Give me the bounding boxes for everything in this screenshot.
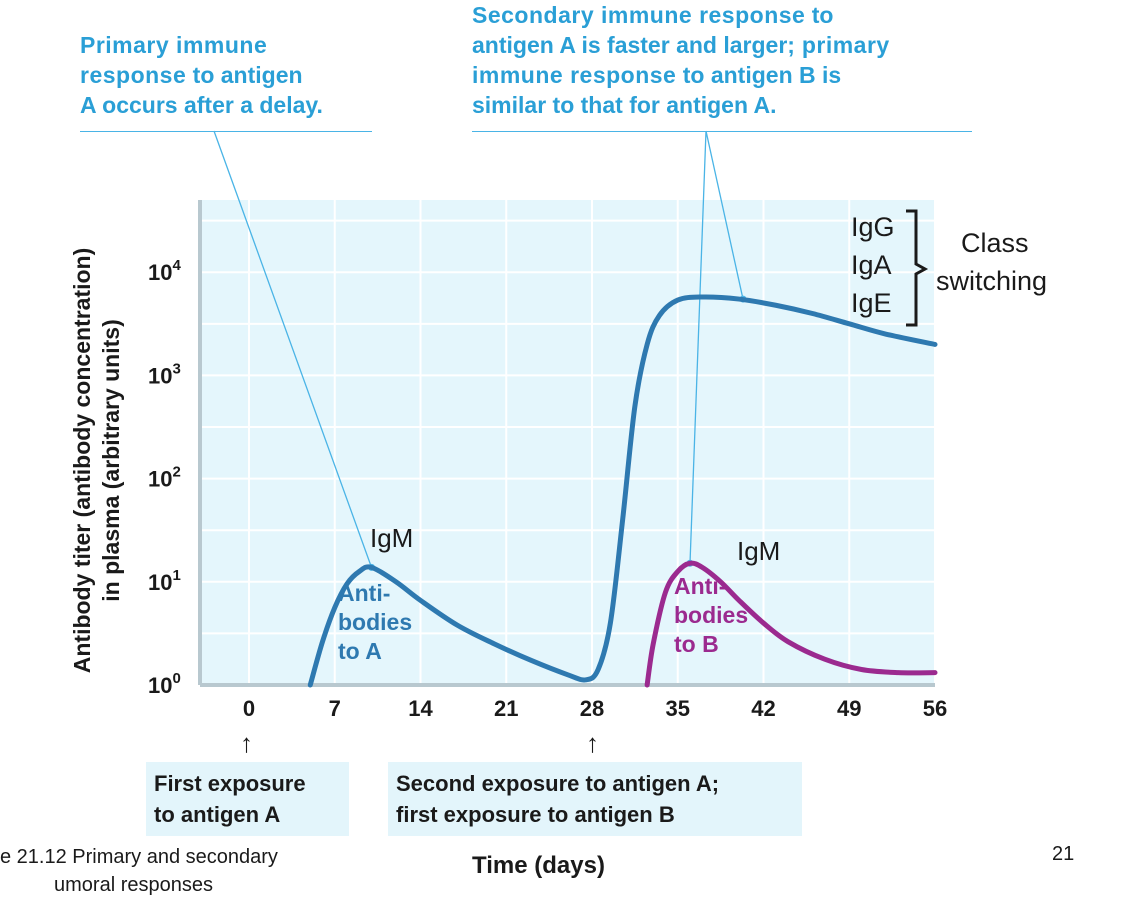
- second-exposure-line2: first exposure to antigen B: [396, 802, 675, 827]
- antibodies-to-a-label: bodies: [338, 609, 412, 635]
- figure-caption-line2: umoral responses: [54, 874, 213, 896]
- primary-response-callout: Primary immune response to antigen A occ…: [80, 30, 323, 120]
- x-tick-label: 7: [329, 696, 341, 721]
- antibodies-to-b-label: bodies: [674, 602, 748, 628]
- second-exposure-box: Second exposure to antigen A; first expo…: [388, 762, 802, 836]
- callout-plain: antigen A is faster and larger;: [472, 32, 795, 58]
- first-exposure-box: First exposure to antigen A: [146, 762, 349, 836]
- callout-line: similar to that for antigen A.: [472, 92, 777, 118]
- antibodies-to-b-curve: [644, 560, 938, 688]
- antibodies-to-b-label: to B: [674, 631, 719, 657]
- class-switch-isotype: IgG: [851, 212, 895, 242]
- antibodies-to-a-label: Anti-: [338, 580, 390, 606]
- x-tick-label: 0: [243, 696, 255, 721]
- antibodies-to-a-label: to A: [338, 638, 382, 664]
- first-exposure-line2: to antigen A: [154, 802, 281, 827]
- callout-plain: to: [805, 2, 834, 28]
- first-exposure-arrow: ↑: [240, 728, 253, 758]
- secondary-response-callout: Secondary immune response to antigen A i…: [472, 0, 890, 120]
- x-tick-label: 56: [923, 696, 947, 721]
- class-switching-label: Class: [961, 228, 1029, 258]
- callout-heavy: Secondary immune response: [472, 2, 806, 28]
- class-switch-isotype: IgA: [851, 250, 892, 280]
- callout-heavy: response: [80, 62, 187, 88]
- x-tick-label: 35: [666, 696, 690, 721]
- class-switching-label: switching: [936, 266, 1047, 296]
- x-axis-label: Time (days): [472, 852, 605, 879]
- y-axis-label-line2: in plasma (arbitrary units): [98, 319, 124, 602]
- primary-leader-line: [213, 130, 373, 568]
- antibodies-to-a-curve: [307, 294, 938, 688]
- second-exposure-line1: Second exposure to antigen A;: [396, 771, 720, 796]
- y-tick-label: 100: [148, 670, 181, 698]
- y-tick-label: 103: [148, 360, 181, 388]
- y-tick-label: 101: [148, 567, 181, 595]
- secondary-leader-line-b: [689, 130, 707, 564]
- y-axis-label-line1: Antibody titer (antibody concentration): [69, 247, 95, 674]
- x-tick-label: 28: [580, 696, 604, 721]
- first-exposure-line1: First exposure: [154, 771, 306, 796]
- callout-plain: to antigen: [186, 62, 303, 88]
- class-switch-bracket: [906, 209, 929, 327]
- callout-line: A occurs after a delay.: [80, 92, 323, 118]
- antibodies-to-b-label: Anti-: [674, 573, 726, 599]
- secondary-leader-line-a: [705, 130, 744, 300]
- igm-label-a: IgM: [370, 523, 413, 553]
- x-tick-label: 42: [751, 696, 775, 721]
- callout-heavy: primary: [794, 32, 890, 58]
- secondary-callout-rule: [472, 131, 972, 132]
- primary-callout-rule: [80, 131, 372, 132]
- x-tick-label: 14: [408, 696, 433, 721]
- callout-line: Primary immune: [80, 32, 268, 58]
- y-tick-label: 104: [148, 257, 181, 285]
- callout-heavy: immune response: [472, 62, 677, 88]
- figure-caption-line1: e 21.12 Primary and secondary: [0, 846, 278, 868]
- y-axis-label: Antibody titer (antibody concentration) …: [68, 173, 126, 748]
- y-tick-label: 102: [148, 464, 181, 492]
- igm-label-b: IgM: [737, 536, 780, 566]
- class-switch-isotype: IgE: [851, 288, 892, 318]
- page-number: 21: [1052, 843, 1075, 865]
- x-tick-label: 49: [837, 696, 861, 721]
- x-tick-label: 21: [494, 696, 518, 721]
- plot-area: [200, 200, 935, 685]
- callout-plain: to antigen B is: [676, 62, 842, 88]
- second-exposure-arrow: ↑: [586, 728, 599, 758]
